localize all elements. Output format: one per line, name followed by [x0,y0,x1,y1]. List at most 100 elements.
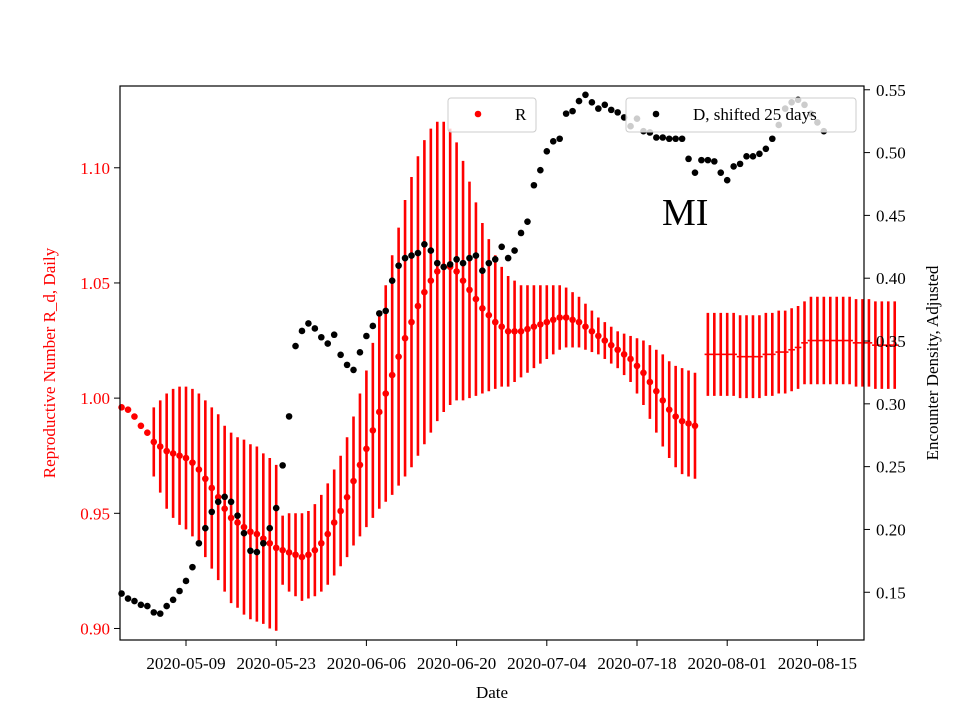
r-point [298,553,306,561]
r-point [607,341,615,349]
d-point [723,176,731,184]
r-point [640,369,647,377]
r-point [240,523,248,531]
r-point [678,417,686,425]
r-point [524,325,531,333]
r-point [472,295,480,303]
r-point [421,288,428,296]
x-tick-label: 2020-06-06 [327,654,406,673]
d-point [156,610,164,617]
x-tick-label: 2020-08-15 [778,654,857,673]
d-point [363,332,370,340]
r-point [305,551,312,559]
r-point [466,286,473,294]
r-point [614,346,621,354]
r-point [137,422,145,430]
d-point [375,310,383,317]
r-point [150,438,158,446]
d-point [672,135,679,143]
r-point [627,355,634,363]
right-y-tick-label: 0.45 [876,206,906,225]
d-point [272,504,280,512]
d-point [427,247,435,254]
r-point [260,535,267,542]
d-point [176,587,183,595]
d-point [453,256,460,263]
r-point [562,314,570,321]
d-point [382,307,390,315]
r-point [311,546,319,554]
d-point [665,135,673,143]
d-point [678,135,686,143]
d-point [279,462,286,469]
plot-frame [119,85,865,641]
r-point [485,311,493,319]
left-y-tick-label: 0.90 [80,619,110,638]
x-tick-label: 2020-05-09 [146,654,225,673]
d-point [414,249,422,257]
r-point [324,530,332,538]
d-point [395,262,402,269]
r-point [556,314,563,321]
r-point [375,408,383,416]
d-point [588,99,596,106]
x-tick-label: 2020-08-01 [688,654,767,673]
r-point [401,334,409,342]
r-point [646,378,654,386]
legend-d-label: D, shifted 25 days [693,105,817,124]
d-point [691,169,699,176]
right-y-tick-label: 0.30 [876,395,906,414]
r-point [266,539,274,547]
d-point [169,596,177,604]
d-point [749,153,757,160]
d-series [118,91,828,617]
r-point [504,328,512,335]
r-point [595,332,602,340]
d-point [421,240,428,248]
x-axis-label: Date [476,683,508,702]
r-point [363,445,370,453]
r-point [292,551,299,559]
d-point [537,166,544,174]
r-point [350,477,357,485]
r-point [414,302,422,310]
d-point [311,325,319,332]
d-point [124,595,132,602]
d-point [408,252,415,259]
d-point [253,548,261,556]
d-point [582,91,589,99]
d-point [756,150,763,158]
d-point [659,134,667,141]
r-point [517,328,525,335]
r-point [176,452,183,460]
right-y-tick-label: 0.50 [876,144,906,163]
d-point [562,110,570,117]
r-point [530,323,538,331]
d-point [330,331,338,339]
r-point [124,406,132,413]
legend-r-frame [447,97,537,133]
d-point [247,547,254,555]
d-point [118,590,125,597]
r-point [163,447,170,455]
x-axis: 2020-05-09 2020-05-23 2020-06-06 2020-06-20… [146,640,857,673]
d-point [762,145,770,153]
left-y-axis: 0.90 0.95 1.00 1.05 1.10 [80,159,120,638]
d-point [401,254,409,262]
d-point [543,148,551,155]
d-point [511,247,518,254]
r-point [601,337,609,344]
d-point [730,163,737,170]
d-point [433,259,441,267]
r-point [202,475,209,483]
d-point [298,327,306,335]
r-point [337,507,344,515]
d-point [549,137,557,145]
r-point [388,371,396,379]
d-point [240,529,248,537]
d-point [614,109,621,116]
r-point [653,387,660,395]
r-point [665,406,673,413]
d-point [769,135,776,143]
r-point [234,519,241,526]
